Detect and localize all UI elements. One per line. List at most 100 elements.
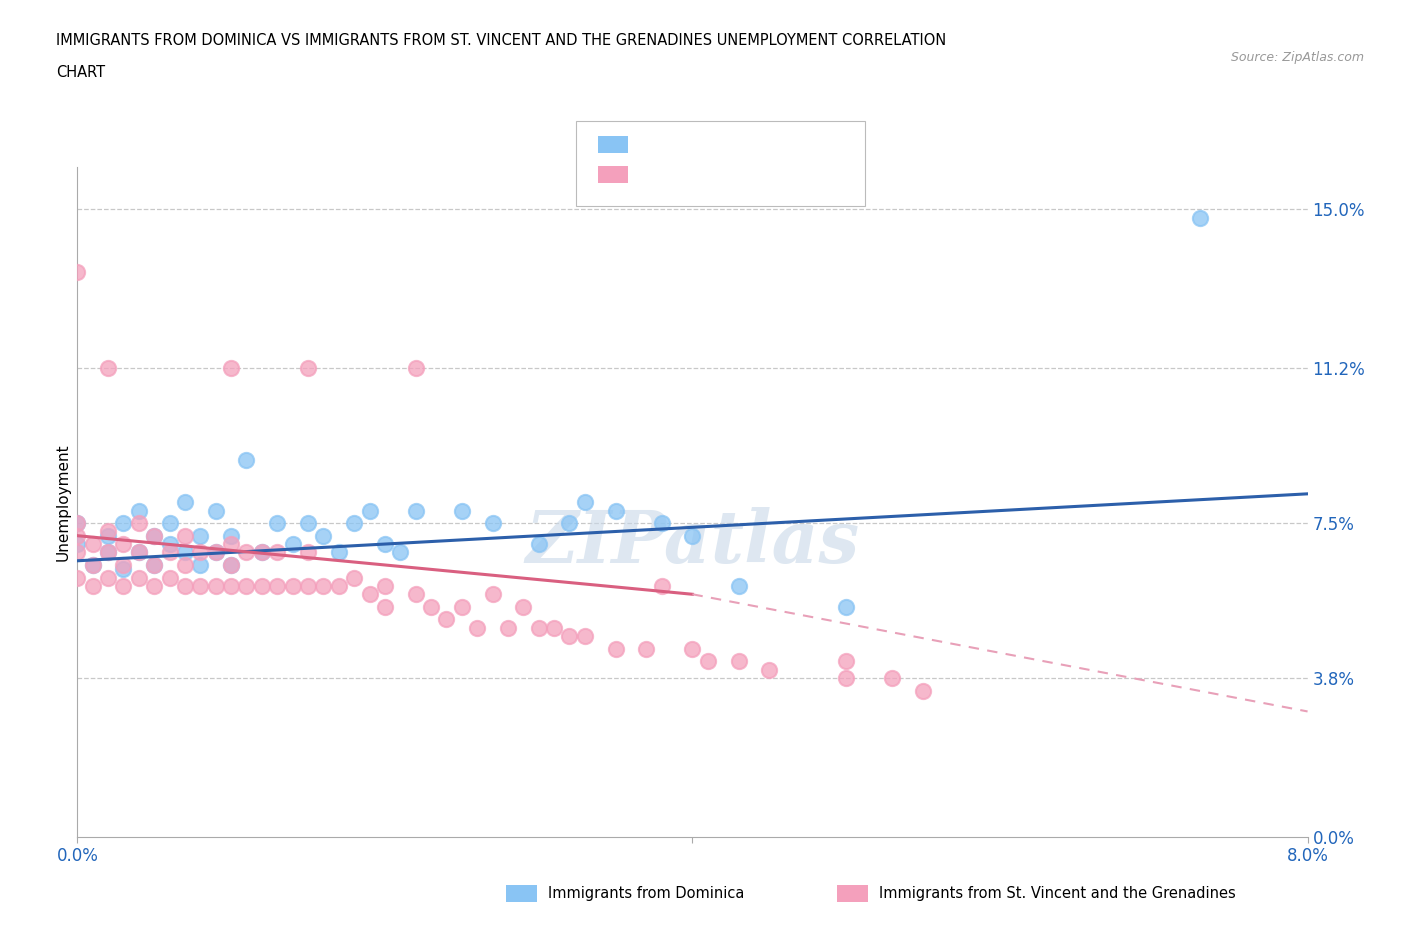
Text: Immigrants from St. Vincent and the Grenadines: Immigrants from St. Vincent and the Gren…: [879, 886, 1236, 901]
Point: [219, 361, 242, 376]
Point: [512, 600, 534, 615]
Point: [159, 570, 181, 585]
Point: [297, 361, 319, 376]
Point: [112, 516, 135, 531]
Point: [188, 528, 212, 543]
Point: [66, 537, 89, 551]
Text: IMMIGRANTS FROM DOMINICA VS IMMIGRANTS FROM ST. VINCENT AND THE GRENADINES UNEMP: IMMIGRANTS FROM DOMINICA VS IMMIGRANTS F…: [56, 33, 946, 47]
Point: [204, 503, 226, 518]
Point: [543, 620, 565, 635]
Text: 70: 70: [770, 166, 793, 184]
Point: [235, 578, 257, 593]
Point: [143, 528, 166, 543]
Point: [297, 578, 319, 593]
Point: [405, 503, 427, 518]
Point: [481, 587, 503, 602]
Point: [527, 537, 550, 551]
Point: [174, 578, 197, 593]
Point: [835, 654, 858, 669]
Point: [174, 495, 197, 510]
Point: [912, 683, 935, 698]
Point: [219, 528, 242, 543]
Point: [174, 558, 197, 573]
Point: [235, 545, 257, 560]
Point: [82, 558, 104, 573]
Point: [66, 516, 89, 531]
Point: [128, 545, 150, 560]
Point: [66, 265, 89, 280]
Point: [66, 516, 89, 531]
Point: [281, 537, 304, 551]
Point: [97, 525, 120, 539]
Point: [97, 361, 120, 376]
Point: [128, 503, 150, 518]
Point: [374, 578, 396, 593]
Point: [574, 629, 596, 644]
Point: [219, 537, 242, 551]
Point: [143, 578, 166, 593]
Point: [143, 558, 166, 573]
Point: [143, 558, 166, 573]
Point: [465, 620, 488, 635]
Point: [558, 629, 581, 644]
Point: [436, 612, 458, 627]
Text: CHART: CHART: [56, 65, 105, 80]
Point: [112, 578, 135, 593]
Point: [219, 558, 242, 573]
Point: [420, 600, 443, 615]
Point: [405, 361, 427, 376]
Point: [374, 537, 396, 551]
Point: [82, 537, 104, 551]
Text: 0.149: 0.149: [679, 135, 731, 153]
Point: [188, 578, 212, 593]
Point: [66, 545, 89, 560]
Point: [128, 570, 150, 585]
Point: [696, 654, 718, 669]
Point: [82, 578, 104, 593]
Point: [174, 545, 197, 560]
Point: [128, 545, 150, 560]
Point: [235, 453, 257, 468]
Point: [250, 545, 273, 560]
Point: [312, 578, 335, 593]
Point: [328, 545, 350, 560]
Point: [128, 516, 150, 531]
Point: [159, 537, 181, 551]
Point: [97, 528, 120, 543]
Text: N =: N =: [731, 166, 768, 184]
Point: [66, 570, 89, 585]
Point: [297, 545, 319, 560]
Point: [66, 528, 89, 543]
Point: [359, 503, 381, 518]
Point: [605, 503, 627, 518]
Point: [758, 662, 780, 677]
Point: [651, 516, 673, 531]
Point: [359, 587, 381, 602]
Point: [159, 516, 181, 531]
Point: [174, 528, 197, 543]
Point: [281, 578, 304, 593]
Point: [682, 642, 704, 657]
Point: [328, 578, 350, 593]
Point: [250, 578, 273, 593]
Point: [112, 558, 135, 573]
Point: [97, 570, 120, 585]
Text: ZIPatlas: ZIPatlas: [526, 507, 859, 578]
Point: [405, 587, 427, 602]
Point: [727, 578, 749, 593]
Point: [574, 495, 596, 510]
Point: [835, 671, 858, 685]
Point: [496, 620, 519, 635]
Point: [727, 654, 749, 669]
Text: R =: R =: [640, 135, 676, 153]
Point: [219, 558, 242, 573]
Text: 44: 44: [770, 135, 794, 153]
Text: -0.124: -0.124: [679, 166, 738, 184]
Point: [188, 545, 212, 560]
Point: [389, 545, 412, 560]
Point: [450, 503, 472, 518]
Point: [143, 528, 166, 543]
Point: [481, 516, 503, 531]
Text: N =: N =: [731, 135, 768, 153]
Point: [204, 545, 226, 560]
